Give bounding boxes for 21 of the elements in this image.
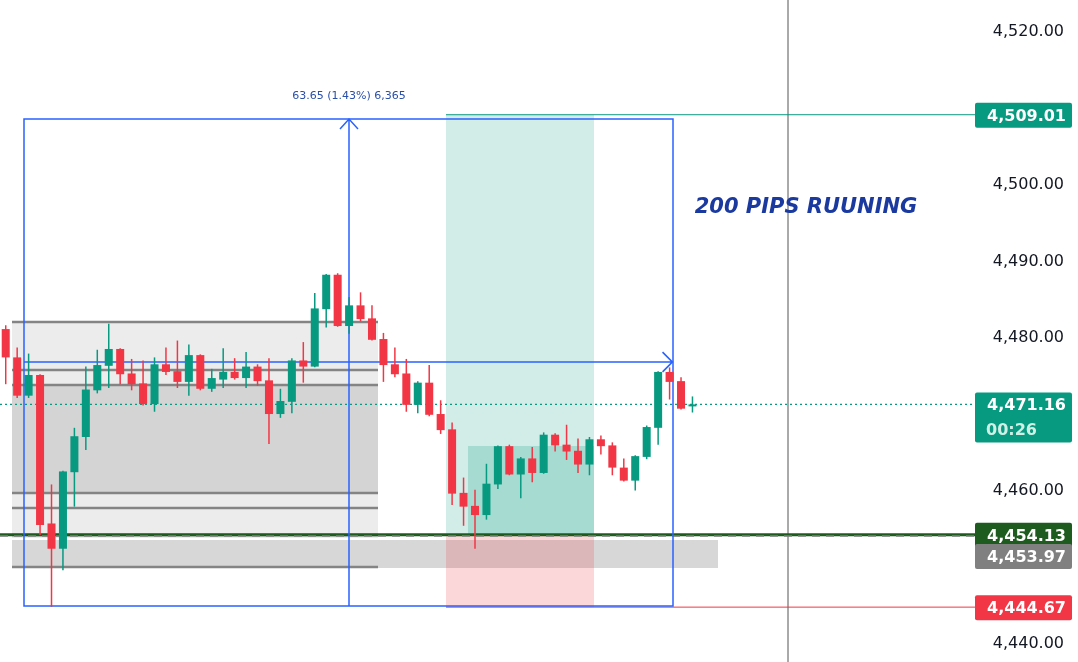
y-tick-label: 4,520.00	[992, 21, 1064, 41]
ref-line-label: 4,454.13	[987, 525, 1066, 545]
y-tick-label: 4,490.00	[992, 250, 1064, 270]
candlestick	[585, 436, 594, 477]
candlestick	[207, 368, 216, 393]
ref-line-label: 4,453.97	[987, 547, 1066, 567]
text: 00:26	[986, 419, 1037, 439]
candlestick	[127, 358, 136, 392]
annotation: 200 PIPS RUUNING	[694, 194, 918, 218]
y-tick-label: 4,460.00	[992, 480, 1064, 500]
ref-line-label: 4,444.67	[987, 598, 1066, 618]
ref-line-label: 4,509.01	[987, 105, 1066, 125]
candlestick	[608, 441, 617, 477]
y-tick-label: 4,500.00	[992, 174, 1064, 194]
y-tick-label: 4,440.00	[992, 633, 1064, 653]
ref-line-label: 4,471.16	[987, 395, 1066, 415]
candlestick	[299, 341, 308, 384]
candlestick	[173, 339, 182, 389]
y-tick-label: 4,480.00	[992, 327, 1064, 347]
candlestick	[47, 483, 56, 608]
annotation: 63.65 (1.43%) 6,365	[292, 89, 406, 102]
